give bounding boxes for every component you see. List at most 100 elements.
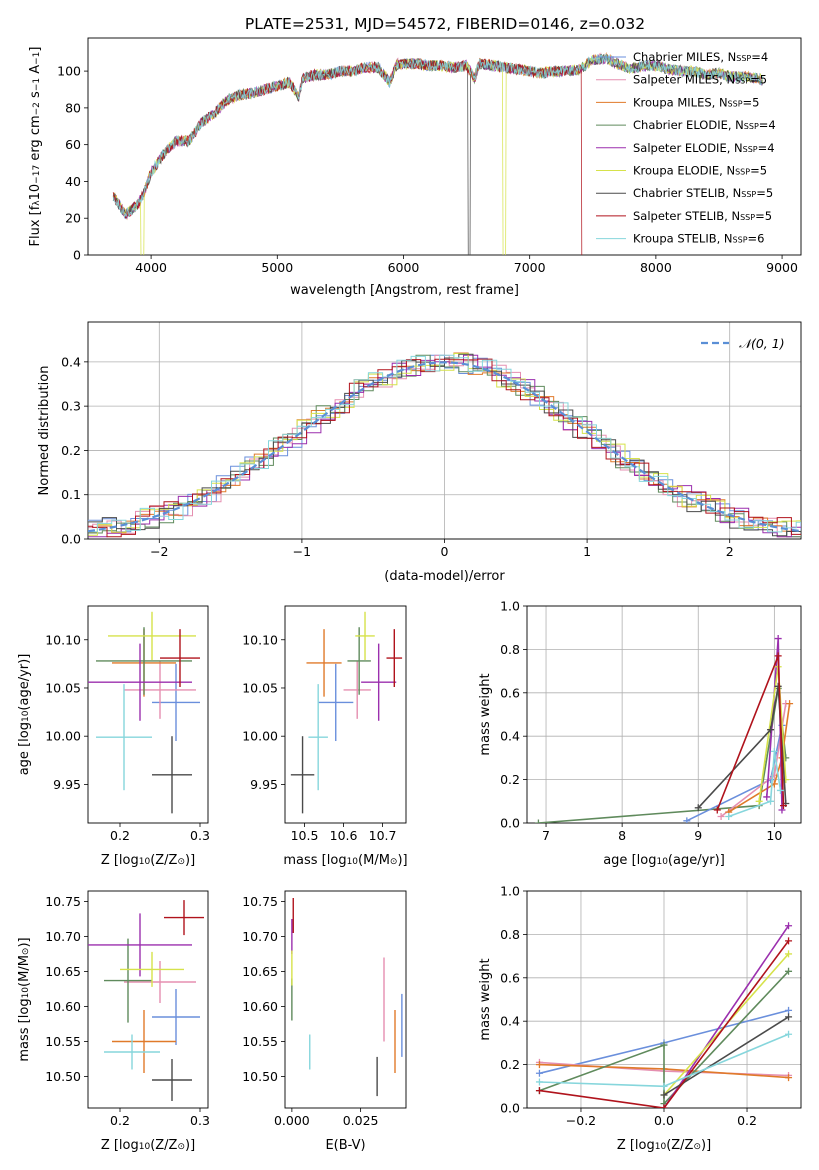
y-tick-label: 0.8 — [500, 642, 520, 657]
y-axis-label: mass weight — [478, 958, 493, 1040]
x-tick-label: 0 — [441, 544, 449, 559]
errorbar-point — [164, 900, 204, 936]
spectrum-lines — [112, 51, 764, 255]
weight-marker — [534, 819, 542, 823]
spectrum-series-line — [112, 54, 764, 218]
y-tick-label: 10.70 — [242, 929, 278, 944]
x-axis-label: Z [log10(Z/Z⊙)] — [101, 853, 195, 868]
weight-marker — [535, 1078, 543, 1086]
x-tick-label: 7 — [542, 828, 550, 843]
x-tick-label: 8000 — [640, 260, 672, 275]
errorbar-point — [308, 684, 328, 791]
errorbar-point — [343, 660, 371, 719]
panel-massweight_vs_Z: −0.2 0.0 0.2 0.0 0.2 0.4 0.6 0.8 1.0 Z [log10(Z/Z… — [478, 884, 802, 1153]
weight-series-line — [539, 940, 790, 1108]
weight-marker — [774, 635, 782, 643]
plot-frame — [526, 605, 802, 824]
weight-marker — [660, 1082, 668, 1090]
weight-marker — [660, 1104, 668, 1108]
weight-series-line — [716, 655, 785, 811]
y-tick-label: 10.05 — [242, 680, 278, 695]
y-tick-label: 10.55 — [45, 1034, 81, 1049]
x-tick-label: 10.6 — [330, 828, 358, 843]
x-tick-label: −1 — [293, 544, 311, 559]
x-tick-label: −0.2 — [566, 1113, 596, 1128]
x-tick-label: 0.2 — [737, 1113, 757, 1128]
y-tick-label: 80 — [65, 100, 81, 115]
weight-marker — [774, 652, 782, 660]
errorbar-point — [152, 989, 200, 1045]
histogram-steps — [88, 354, 801, 533]
y-tick-label: 0.2 — [500, 772, 520, 787]
weight-marker — [779, 802, 787, 810]
x-tick-label: 0.000 — [274, 1113, 310, 1128]
y-tick-label: 0.1 — [61, 487, 81, 502]
errorbar-point — [347, 627, 371, 695]
errorbar-point — [361, 643, 397, 721]
y-tick-label: 100 — [57, 64, 81, 79]
legend-label: Kroupa STELIB, NSSP=6 — [633, 232, 764, 246]
weight-marker — [767, 726, 775, 734]
x-tick-label: 10.7 — [369, 828, 397, 843]
y-axis-label: age [log10(age/yr)] — [17, 654, 32, 776]
weight-marker — [660, 1041, 668, 1049]
figure-title: PLATE=2531, MJD=54572, FIBERID=0146, z=0… — [245, 15, 645, 33]
errorbars — [291, 898, 403, 1097]
y-tick-label: 10.60 — [45, 999, 81, 1014]
y-tick-label: 10.55 — [242, 1034, 278, 1049]
y-tick-label: 0.0 — [61, 532, 81, 547]
y-tick-label: 10.60 — [242, 999, 278, 1014]
x-tick-label: 6000 — [388, 260, 420, 275]
weight-marker — [717, 812, 725, 820]
x-tick-label: 10.5 — [291, 828, 319, 843]
x-tick-label: 0.2 — [110, 828, 130, 843]
normal-curve — [88, 361, 801, 533]
legend-label: Chabrier MILES, NSSP=4 — [633, 50, 768, 64]
legend-label: Salpeter ELODIE, NSSP=4 — [633, 141, 775, 155]
plot-frame — [284, 605, 407, 824]
x-tick-label: 7000 — [514, 260, 546, 275]
y-tick-label: 10.75 — [45, 894, 81, 909]
x-axis-label: E(B-V) — [325, 1138, 365, 1153]
x-tick-label: 0.0 — [654, 1113, 674, 1128]
weight-marker — [785, 937, 793, 945]
y-tick-label: 10.65 — [242, 964, 278, 979]
y-tick-label: 10.10 — [242, 632, 278, 647]
errorbar-point — [290, 736, 315, 814]
weight-series-line — [663, 925, 790, 1108]
errorbar-point — [104, 1034, 160, 1070]
weight-marker — [770, 747, 778, 755]
x-axis-label: Z [log10(Z/Z⊙)] — [101, 1138, 195, 1153]
weight-marker — [778, 806, 786, 814]
y-tick-label: 0.6 — [500, 685, 520, 700]
y-tick-label: 60 — [65, 137, 81, 152]
errorbar-point — [318, 663, 354, 742]
errorbars — [290, 611, 403, 814]
plot-frame — [284, 890, 407, 1109]
weight-marker — [786, 700, 794, 708]
weight-marker — [725, 812, 733, 820]
panel-mass_vs_Z: 0.2 0.3 10.50 10.55 10.60 10.65 10.70 10.75 Z [l… — [17, 890, 210, 1153]
y-tick-label: 0.4 — [61, 354, 81, 369]
x-tick-label: 4000 — [135, 260, 167, 275]
errorbars — [88, 611, 200, 814]
panel-massweight_vs_age: 7 8 9 10 0.0 0.2 0.4 0.6 0.8 1.0 age [log10(age/yr… — [478, 599, 802, 868]
y-tick-label: 9.95 — [250, 777, 278, 792]
x-tick-label: 1 — [583, 544, 591, 559]
weight-marker — [683, 817, 691, 823]
plot-frame — [87, 321, 802, 540]
weight-marker — [774, 682, 782, 690]
weight-lines — [535, 922, 793, 1108]
panel-residuals: −2 −1 0 1 2 0.0 0.1 0.2 0.3 0.4 𝒩(0, 1) (data-model… — [37, 321, 802, 584]
x-tick-label: 2 — [726, 544, 734, 559]
plot-frame — [87, 37, 802, 256]
weight-marker — [694, 804, 702, 812]
weight-series-line — [538, 688, 787, 823]
errorbar-point — [355, 611, 375, 661]
weight-marker — [782, 776, 790, 784]
y-tick-label: 0.2 — [500, 1057, 520, 1072]
weight-marker — [785, 1074, 793, 1082]
errorbar-point — [152, 1059, 192, 1101]
x-axis-label: age [log10(age/yr)] — [603, 853, 725, 868]
errorbar-point — [88, 913, 192, 977]
